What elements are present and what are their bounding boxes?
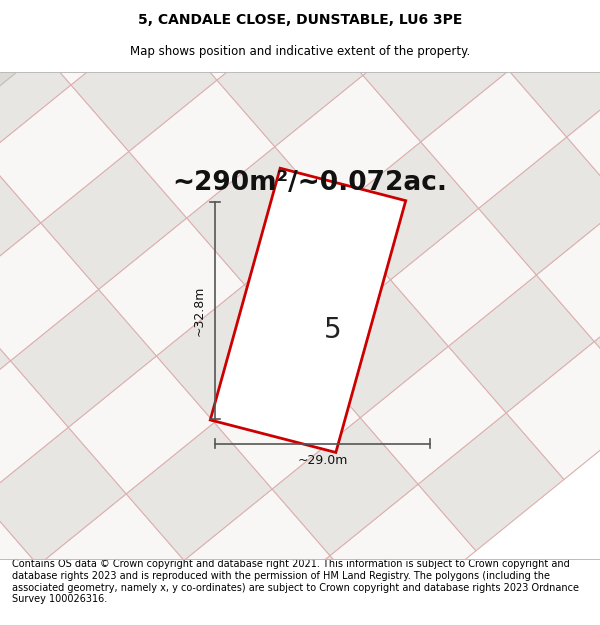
Polygon shape	[41, 151, 187, 289]
Polygon shape	[360, 346, 506, 484]
Text: ~29.0m: ~29.0m	[298, 454, 347, 468]
Text: 5: 5	[324, 316, 342, 344]
Text: Contains OS data © Crown copyright and database right 2021. This information is : Contains OS data © Crown copyright and d…	[12, 559, 579, 604]
Polygon shape	[245, 213, 391, 351]
Polygon shape	[157, 284, 302, 422]
Polygon shape	[272, 418, 418, 556]
Polygon shape	[305, 0, 451, 76]
Polygon shape	[0, 428, 126, 565]
Polygon shape	[187, 147, 332, 284]
Polygon shape	[0, 223, 98, 361]
Polygon shape	[129, 80, 275, 218]
Polygon shape	[10, 289, 157, 428]
Text: Map shows position and indicative extent of the property.: Map shows position and indicative extent…	[130, 45, 470, 58]
Polygon shape	[0, 361, 68, 499]
Polygon shape	[0, 294, 10, 432]
Polygon shape	[242, 556, 388, 625]
Text: 5, CANDALE CLOSE, DUNSTABLE, LU6 3PE: 5, CANDALE CLOSE, DUNSTABLE, LU6 3PE	[138, 13, 462, 27]
Polygon shape	[509, 0, 600, 137]
Polygon shape	[506, 341, 600, 479]
Polygon shape	[0, 85, 129, 223]
Polygon shape	[159, 0, 305, 80]
Polygon shape	[566, 66, 600, 204]
Polygon shape	[451, 0, 597, 71]
Polygon shape	[330, 484, 476, 622]
Polygon shape	[98, 218, 245, 356]
Polygon shape	[421, 71, 566, 209]
Polygon shape	[96, 561, 242, 625]
Polygon shape	[217, 9, 363, 147]
Polygon shape	[391, 209, 536, 346]
Polygon shape	[536, 204, 600, 341]
Polygon shape	[479, 137, 600, 275]
Polygon shape	[0, 0, 600, 234]
Polygon shape	[363, 4, 509, 142]
Polygon shape	[418, 413, 564, 551]
Polygon shape	[68, 356, 214, 494]
Polygon shape	[0, 0, 42, 409]
Polygon shape	[332, 142, 479, 280]
Polygon shape	[38, 494, 184, 625]
Polygon shape	[0, 0, 13, 90]
Polygon shape	[0, 499, 38, 625]
Polygon shape	[0, 18, 71, 156]
Polygon shape	[210, 168, 406, 452]
Polygon shape	[0, 156, 41, 294]
Polygon shape	[448, 275, 594, 413]
Polygon shape	[214, 351, 360, 489]
Polygon shape	[0, 565, 96, 625]
Text: ~290m²/~0.072ac.: ~290m²/~0.072ac.	[173, 170, 448, 196]
Polygon shape	[13, 0, 159, 85]
Polygon shape	[275, 76, 421, 213]
Polygon shape	[597, 0, 600, 66]
Text: ~32.8m: ~32.8m	[193, 286, 205, 336]
Polygon shape	[71, 14, 217, 151]
Polygon shape	[302, 280, 448, 418]
Polygon shape	[594, 270, 600, 408]
Polygon shape	[126, 422, 272, 561]
Polygon shape	[184, 489, 330, 625]
